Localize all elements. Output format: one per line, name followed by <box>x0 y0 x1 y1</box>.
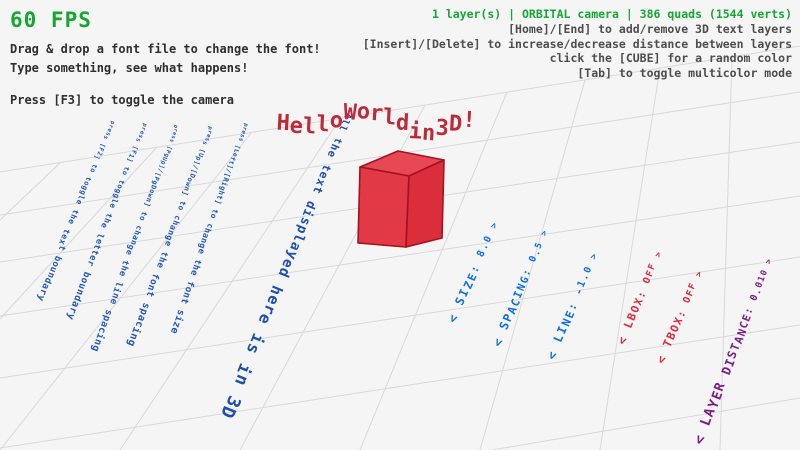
hud-right: 1 layer(s) | ORBITAL camera | 386 quads … <box>363 6 792 80</box>
hint-layers: [Home]/[End] to add/remove 3D text layer… <box>508 22 792 37</box>
hint-cube-color: click the [CUBE] for a random color <box>549 51 792 66</box>
cube[interactable] <box>357 150 445 248</box>
hint-layer-distance: [Insert]/[Delete] to increase/decrease d… <box>362 36 792 51</box>
status-line: 1 layer(s) | ORBITAL camera | 386 quads … <box>431 7 792 21</box>
cube-front-face <box>357 166 410 248</box>
hint-drag-drop-font: Drag & drop a font file to change the fo… <box>10 42 321 56</box>
hud-left: 60 FPS Drag & drop a font file to change… <box>10 8 321 110</box>
cube-right-face <box>405 159 445 248</box>
grid-lines-near-family <box>0 56 733 450</box>
fps-counter: 60 FPS <box>10 8 92 32</box>
hint-toggle-camera: Press [F3] to toggle the camera <box>10 93 234 108</box>
hint-type-something: Type something, see what happens! <box>10 60 249 75</box>
hint-multicolor: [Tab] to toggle multicolor mode <box>577 65 792 80</box>
hud-spacer <box>10 77 321 91</box>
